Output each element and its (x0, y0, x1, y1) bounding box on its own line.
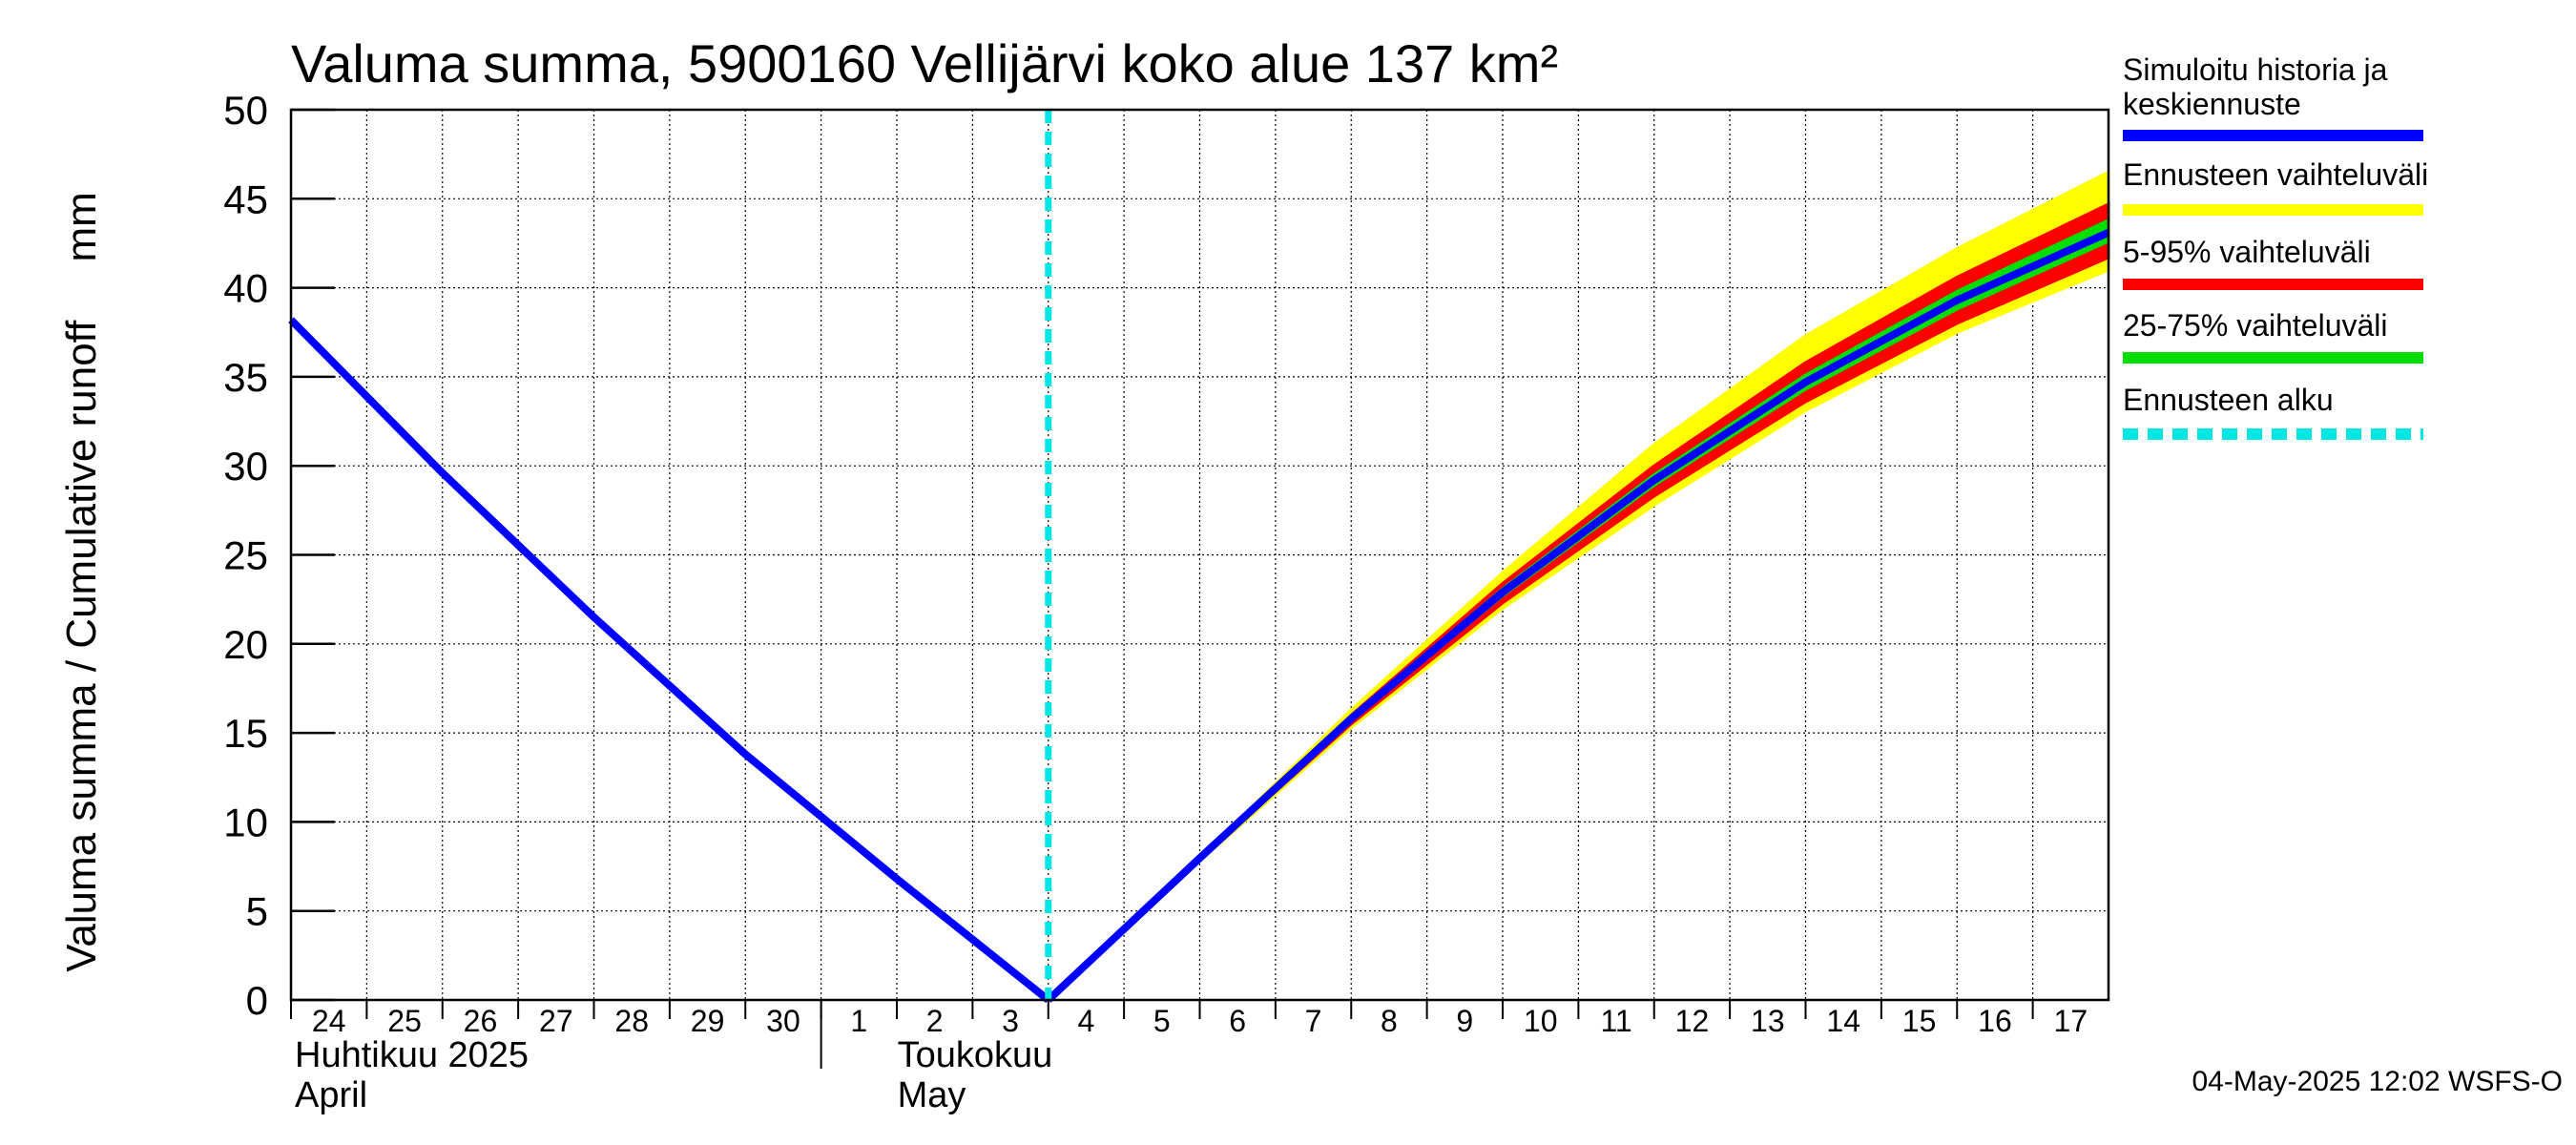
x-tick-label: 9 (1456, 1004, 1473, 1038)
legend: Simuloitu historia ja keskiennuste Ennuste… (2123, 52, 2428, 440)
x-tick-label: 1 (850, 1004, 867, 1038)
x-tick-label: 16 (1978, 1004, 2012, 1038)
legend-label: Ennusteen vaihteluväli (2123, 157, 2428, 192)
y-tick-label: 45 (223, 177, 268, 221)
history-line (288, 317, 1051, 1004)
chart-title: Valuma summa, 5900160 Vellijärvi koko al… (291, 33, 1558, 94)
x-tick-label: 3 (1002, 1004, 1019, 1038)
axes (289, 108, 2110, 1069)
x-tick-label: 17 (2054, 1004, 2088, 1038)
legend-label: 5-95% vaihteluväli (2123, 235, 2371, 269)
legend-label-line: Simuloitu historia ja (2123, 52, 2388, 87)
x-tick-label: 14 (1826, 1004, 1860, 1038)
x-tick-label: 15 (1902, 1004, 1937, 1038)
x-tick-label: 29 (691, 1004, 725, 1038)
x-tick-label: 5 (1153, 1004, 1171, 1038)
y-tick-label: 35 (223, 355, 268, 400)
legend-label: 25-75% vaihteluväli (2123, 308, 2388, 343)
x-tick-label: 26 (464, 1004, 498, 1038)
x-tick-label: 25 (387, 1004, 422, 1038)
y-tick-label: 40 (223, 266, 268, 311)
x-tick-label: 13 (1751, 1004, 1785, 1038)
grid (291, 110, 2109, 1000)
footer-timestamp: 04-May-2025 12:02 WSFS-O (2192, 1066, 2564, 1097)
y-tick-label: 15 (223, 711, 268, 756)
x-tick-label: 7 (1305, 1004, 1322, 1038)
x-tick-label: 2 (926, 1004, 944, 1038)
legend-label-line: keskiennuste (2123, 87, 2301, 121)
y-axis-label: Valuma summa / Cumulative runoff mm (58, 192, 105, 972)
x-tick-label: 28 (614, 1004, 649, 1038)
x-tick-label: 27 (539, 1004, 573, 1038)
y-tick-labels: 0 5 10 15 20 25 30 35 40 45 50 (223, 88, 268, 1023)
median-forecast-line (1046, 229, 2110, 1003)
month-label-fi: Toukokuu (898, 1035, 1053, 1075)
x-tick-label: 10 (1524, 1004, 1558, 1038)
x-tick-label: 6 (1229, 1004, 1246, 1038)
series-lines (288, 110, 2110, 1004)
x-tick-label: 30 (766, 1004, 800, 1038)
y-tick-label: 0 (246, 978, 268, 1023)
legend-label: Ennusteen alku (2123, 383, 2334, 417)
x-tick-label: 24 (312, 1004, 346, 1038)
y-tick-label: 25 (223, 533, 268, 578)
x-tick-label: 8 (1381, 1004, 1398, 1038)
y-tick-label: 50 (223, 88, 268, 133)
x-tick-labels: 24 25 26 27 28 29 30 1 2 3 4 5 6 7 8 9 10 11 12 13 14 15 16 17 (312, 1004, 2088, 1038)
month-label-fi: Huhtikuu 2025 (295, 1035, 529, 1075)
x-tick-label: 12 (1675, 1004, 1710, 1038)
month-label-en: April (295, 1075, 367, 1115)
y-tick-label: 20 (223, 622, 268, 667)
y-tick-label: 10 (223, 800, 268, 844)
x-tick-label: 4 (1078, 1004, 1095, 1038)
month-label-en: May (898, 1075, 966, 1115)
legend-label: Simuloitu historia ja keskiennuste (2123, 52, 2388, 121)
y-tick-label: 5 (246, 889, 268, 934)
y-tick-label: 30 (223, 444, 268, 489)
x-tick-label: 11 (1600, 1004, 1631, 1038)
